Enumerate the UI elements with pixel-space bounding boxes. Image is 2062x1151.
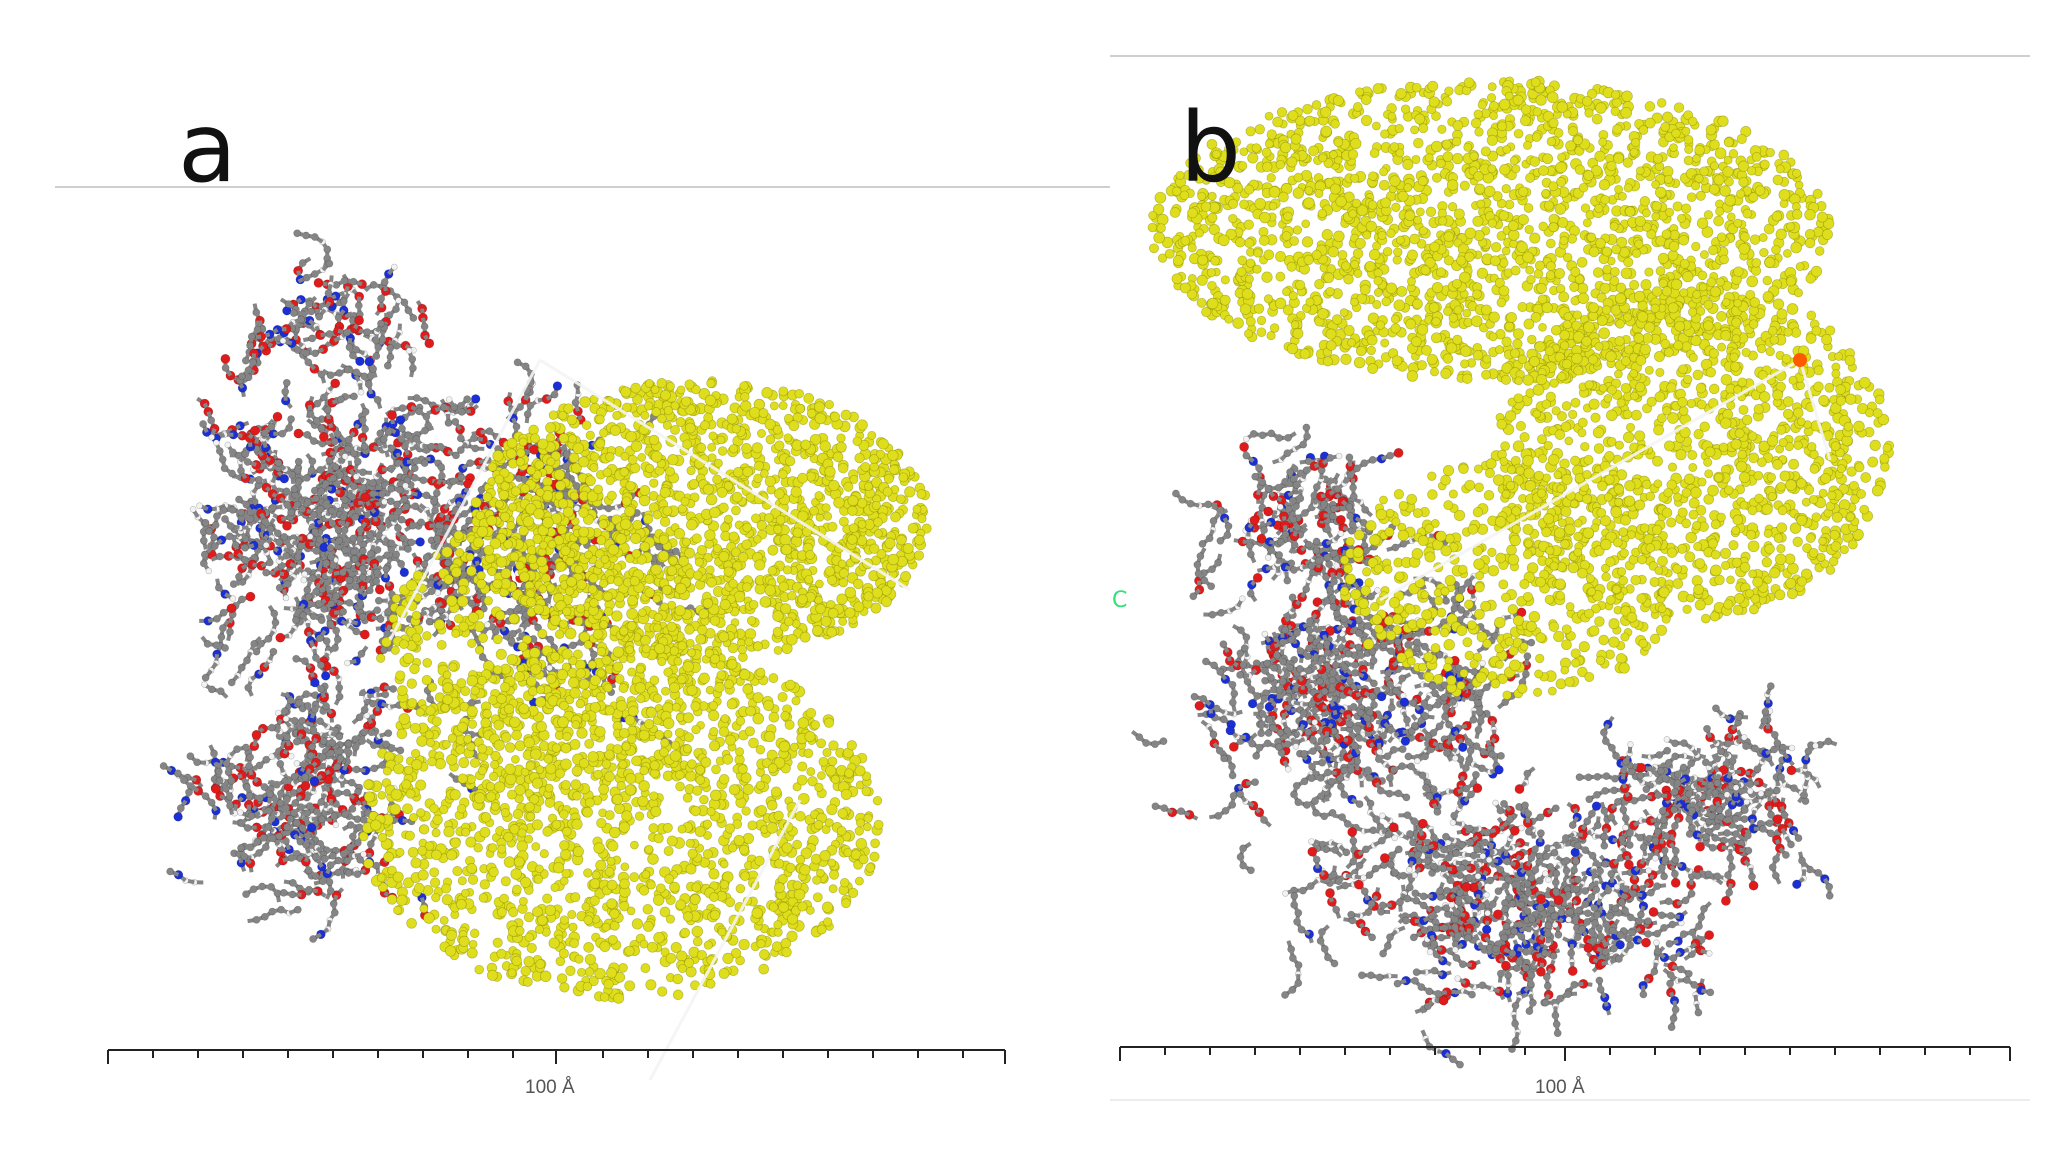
scale-bar-label-a: 100 Å bbox=[525, 1077, 575, 1098]
atom-cloud-b bbox=[1130, 75, 1895, 1069]
panel-label-a: a bbox=[178, 92, 237, 204]
scale-bar-b bbox=[1119, 1046, 2011, 1061]
box-corner-marker-b bbox=[1793, 353, 1807, 367]
panel-label-b: b bbox=[1180, 92, 1241, 204]
periodic-box-edges-b bbox=[1379, 358, 1832, 602]
scale-bar-label-b: 100 Å bbox=[1535, 1077, 1585, 1098]
molecular-render-b bbox=[1110, 55, 2030, 1101]
atom-cloud-a bbox=[159, 229, 932, 1004]
scale-bar-a bbox=[107, 1049, 1006, 1064]
periodic-box-edges-a bbox=[388, 358, 911, 1081]
panel-a: a 100 Å bbox=[55, 92, 1110, 1098]
panel-b: b 100 Å C bbox=[1110, 0, 2062, 1151]
axis-marker-b: C bbox=[1112, 588, 1128, 613]
molecular-render-a bbox=[55, 186, 1110, 1081]
